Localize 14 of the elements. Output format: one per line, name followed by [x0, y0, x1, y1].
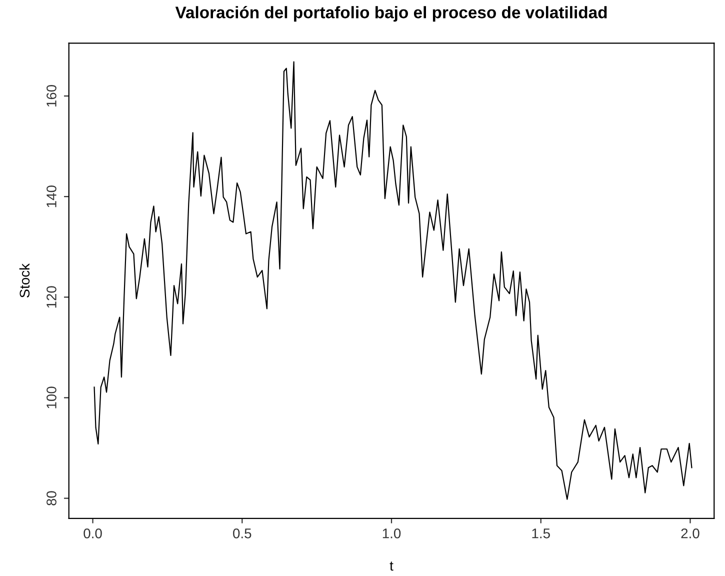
x-tick-label: 0.5 — [233, 528, 252, 538]
x-tick-label: 2.0 — [681, 528, 700, 538]
x-tick-label: 1.5 — [532, 528, 550, 538]
y-axis-title: Stock — [19, 263, 30, 298]
x-tick-label: 0.0 — [84, 528, 102, 538]
y-tick-label: 100 — [46, 386, 56, 408]
y-tick-label: 120 — [46, 286, 56, 308]
x-axis-title: t — [390, 562, 394, 571]
y-tick-label: 80 — [46, 491, 56, 506]
y-tick-label: 140 — [46, 186, 56, 208]
y-tick-label: 160 — [46, 84, 56, 107]
line-series — [94, 61, 692, 500]
chart-title: Valoración del portafolio bajo el proceso de volatilidad — [175, 6, 607, 22]
x-tick-label: 1.0 — [382, 528, 401, 538]
